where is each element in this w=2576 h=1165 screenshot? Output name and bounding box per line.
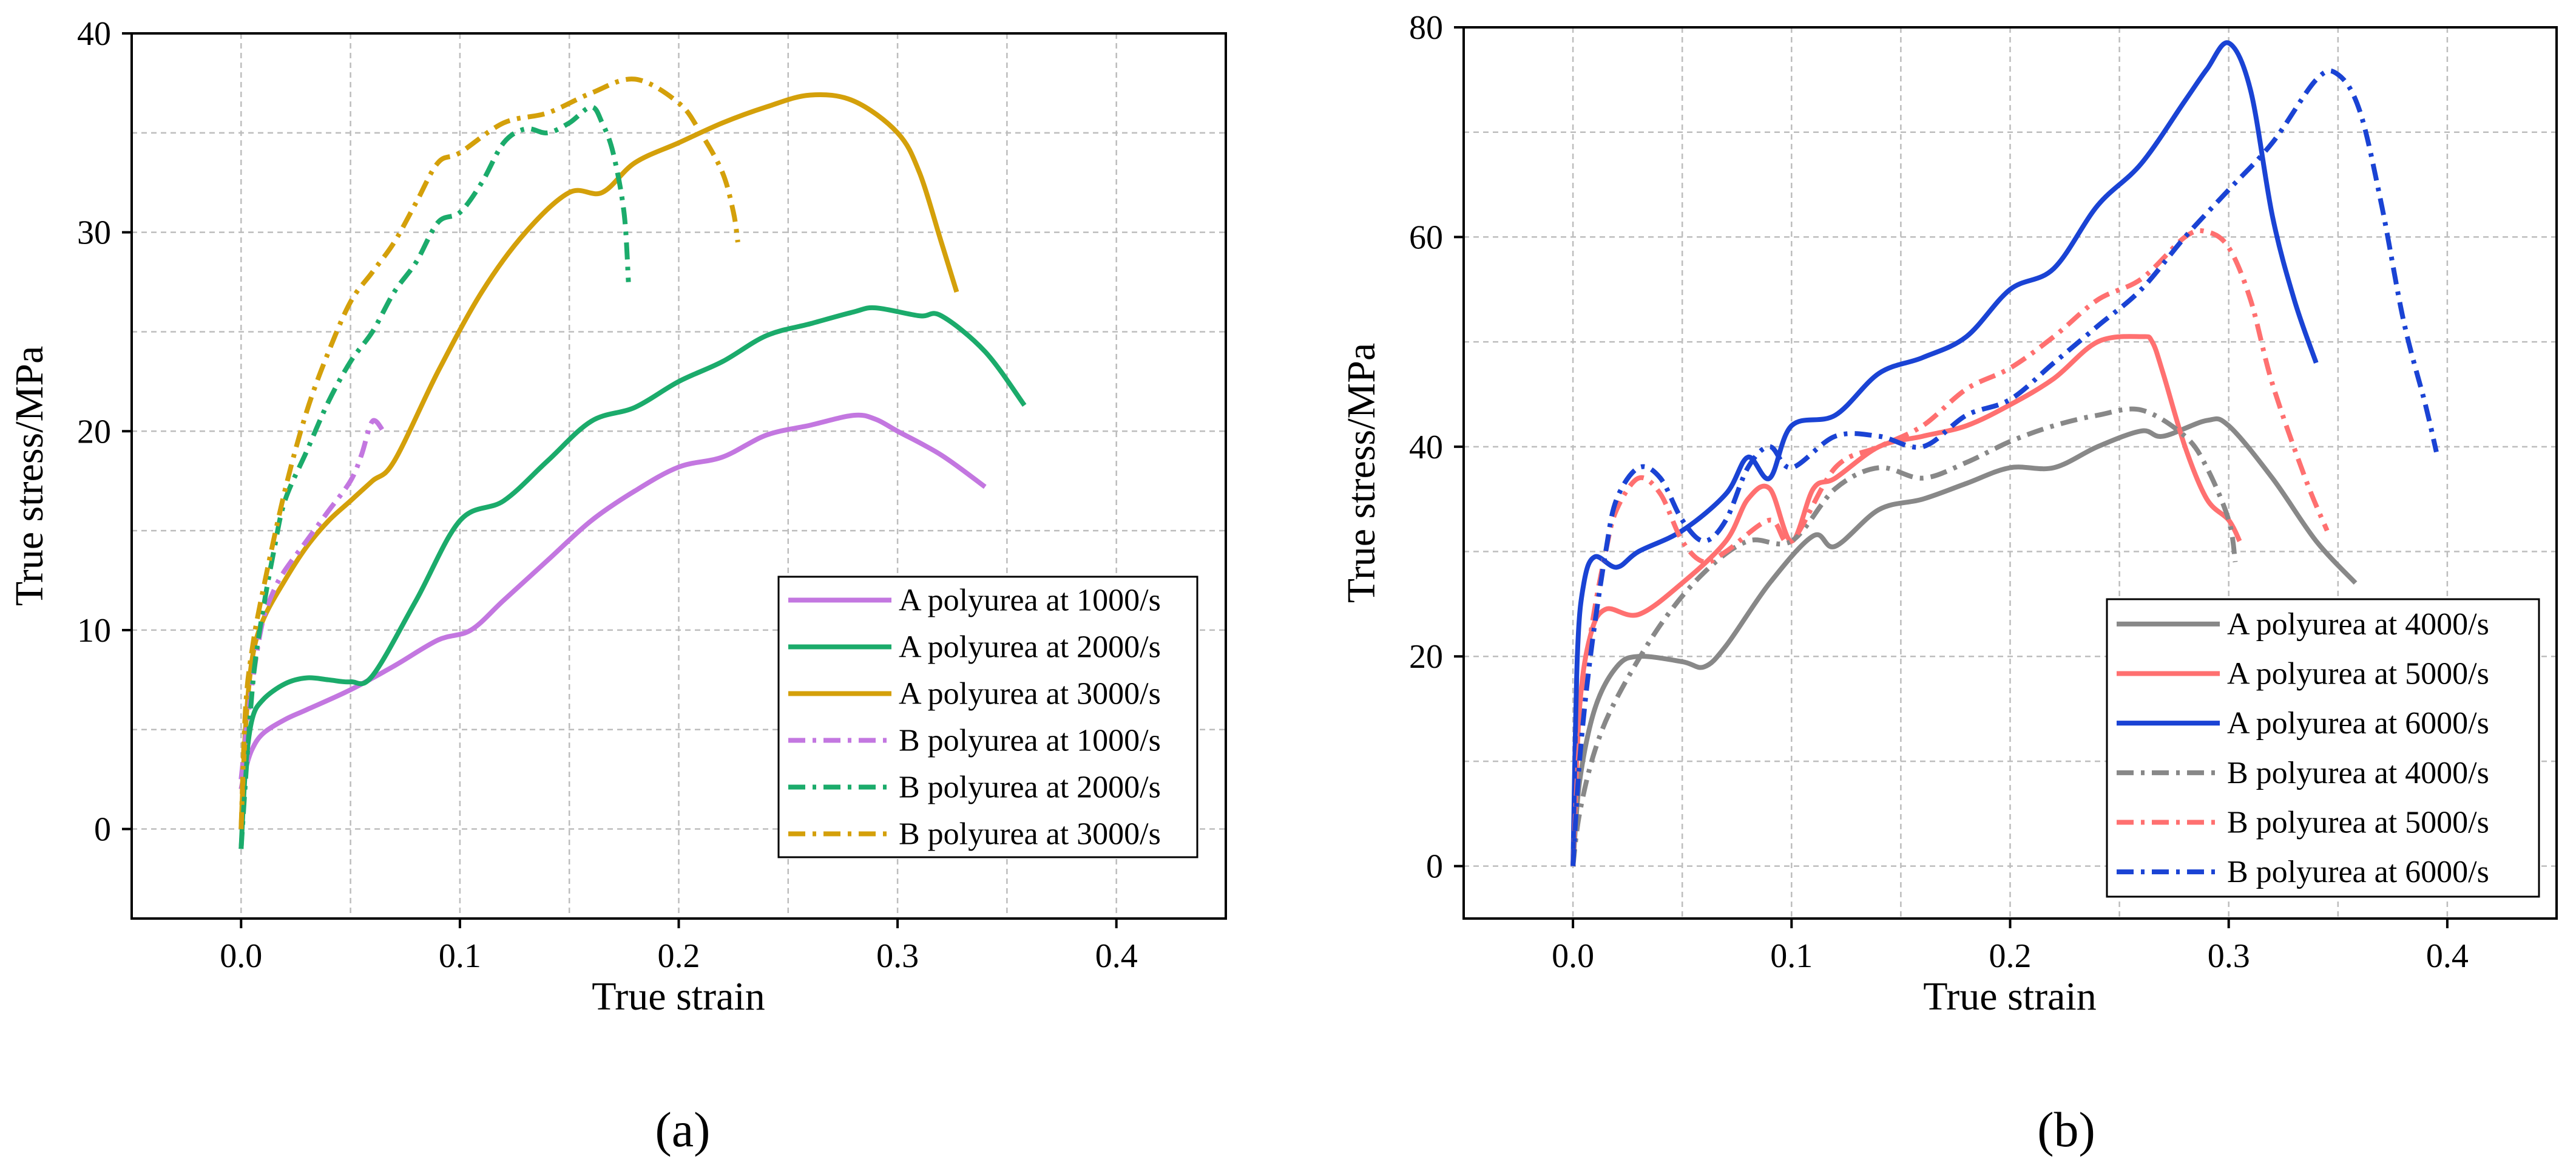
legend-label: B polyurea at 2000/s (899, 770, 1161, 805)
legend-box (777, 576, 1198, 858)
legend-label: A polyurea at 5000/s (2227, 657, 2489, 691)
legend-label: A polyurea at 3000/s (899, 677, 1161, 712)
x-axis-label-b: True strain (1923, 974, 2096, 1019)
y-axis-label-b: True stress/MPa (1339, 343, 1384, 603)
x-tick-label: 0.2 (1989, 937, 2032, 975)
y-tick-label: 80 (1409, 9, 1443, 47)
x-tick-label: 0.3 (876, 937, 919, 975)
y-tick-label: 0 (1426, 848, 1443, 886)
series-line-b-6 (1570, 68, 2439, 866)
series-line-a-1 (238, 412, 987, 790)
y-tick-label: 10 (77, 612, 111, 650)
legend-label: A polyurea at 2000/s (899, 630, 1161, 665)
legend-label: B polyurea at 5000/s (2227, 806, 2489, 840)
panel-label-a: (a) (655, 1102, 710, 1157)
y-tick-label: 60 (1409, 219, 1443, 256)
series-line-a-2 (238, 305, 1027, 849)
legend-box (2106, 598, 2540, 898)
legend-label: B polyurea at 6000/s (2227, 855, 2489, 889)
series-line-a-4 (238, 418, 385, 780)
legend-label: B polyurea at 4000/s (2227, 756, 2489, 790)
legend-a: A polyurea at 1000/s A polyurea at 2000/s… (777, 576, 1198, 858)
x-tick-label: 0.1 (1770, 937, 1813, 975)
x-axis-label-a: True strain (592, 974, 765, 1019)
series-line-a-5 (238, 104, 631, 849)
x-tick-label: 0.2 (658, 937, 700, 975)
series-line-b-1 (1570, 416, 2358, 866)
x-tick-label: 0.4 (2426, 937, 2469, 975)
y-tick-label: 20 (77, 413, 111, 450)
y-axis-label-a: True stress/MPa (7, 346, 52, 606)
legend-label: A polyurea at 4000/s (2227, 607, 2489, 642)
legend-label: B polyurea at 3000/s (899, 817, 1161, 852)
x-tick-label: 0.1 (439, 937, 481, 975)
series-line-a-6 (238, 76, 740, 829)
series-line-a-3 (238, 92, 959, 829)
series-line-b-3 (1570, 40, 2319, 866)
y-tick-label: 0 (94, 811, 111, 849)
panel-label-b: (b) (2037, 1102, 2095, 1157)
x-tick-label: 0.0 (1552, 937, 1594, 975)
chart-a: 0.0 0.1 0.2 0.3 0.4 0 10 20 30 40 True strain Tru… (7, 15, 1227, 1019)
legend-label: A polyurea at 1000/s (899, 583, 1161, 618)
x-tick-label: 0.3 (2208, 937, 2250, 975)
series-line-b-2 (1570, 334, 2242, 866)
legend-b: A polyurea at 4000/s A polyurea at 5000/s… (2106, 598, 2540, 898)
legend-label: B polyurea at 1000/s (899, 724, 1161, 758)
x-tick-label: 0.4 (1095, 937, 1138, 975)
series-line-b-4 (1570, 406, 2238, 867)
legend-label: A polyurea at 6000/s (2227, 706, 2489, 741)
y-tick-label: 20 (1409, 638, 1443, 676)
chart-b: 0.0 0.1 0.2 0.3 0.4 0 20 40 60 80 True strain Tru… (1339, 9, 2558, 1019)
y-tick-label: 30 (77, 214, 111, 252)
y-tick-label: 40 (77, 15, 111, 53)
y-tick-label: 40 (1409, 429, 1443, 466)
x-tick-label: 0.0 (220, 937, 262, 975)
